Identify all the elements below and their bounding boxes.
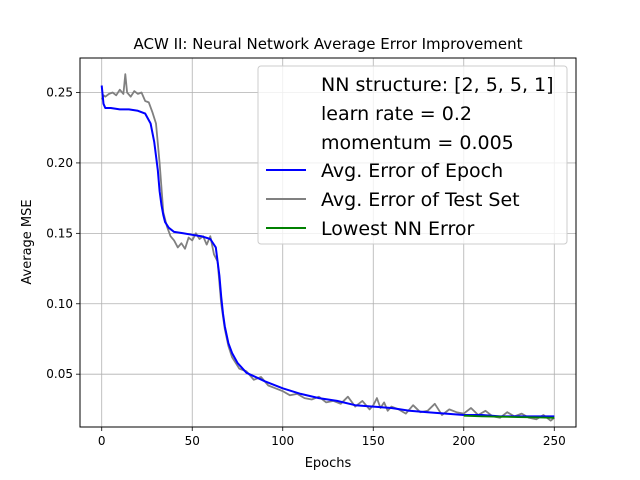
y-tick-label: 0.15 — [46, 226, 73, 240]
legend-box — [257, 65, 568, 245]
legend-label-epoch: Avg. Error of Epoch — [321, 160, 503, 182]
chart-title: ACW II: Neural Network Average Error Imp… — [134, 35, 523, 53]
y-axis: 0.05 0.10 0.15 0.20 0.25 — [46, 86, 80, 381]
series-line-epoch — [100, 85, 555, 418]
x-tick-label: 100 — [271, 434, 294, 448]
legend-text-structure: NN structure: [2, 5, 5, 1] — [321, 74, 554, 96]
x-tick-label: 250 — [543, 434, 566, 448]
y-tick-label: 0.10 — [46, 297, 73, 311]
legend: NN structure: [2, 5, 5, 1] learn rate = … — [257, 65, 568, 245]
x-axis-label: Epochs — [305, 456, 352, 471]
y-tick-label: 0.05 — [46, 367, 73, 381]
legend-text-momentum: momentum = 0.005 — [321, 132, 514, 154]
y-tick-label: 0.25 — [46, 86, 73, 100]
x-tick-label: 50 — [185, 434, 200, 448]
x-tick-label: 0 — [98, 434, 106, 448]
series-line-lowest — [463, 414, 555, 419]
x-tick-label: 200 — [452, 434, 475, 448]
y-tick-label: 0.20 — [46, 156, 73, 170]
legend-label-test-set: Avg. Error of Test Set — [321, 189, 520, 211]
x-tick-label: 150 — [362, 434, 385, 448]
legend-text-learn-rate: learn rate = 0.2 — [321, 103, 472, 125]
x-axis: 0 50 100 150 200 250 — [98, 427, 566, 448]
plot-area — [100, 73, 555, 422]
y-axis-label: Average MSE — [20, 199, 35, 284]
legend-label-lowest: Lowest NN Error — [321, 218, 474, 240]
plot-frame — [79, 57, 577, 428]
series-line-test-set — [100, 73, 555, 422]
